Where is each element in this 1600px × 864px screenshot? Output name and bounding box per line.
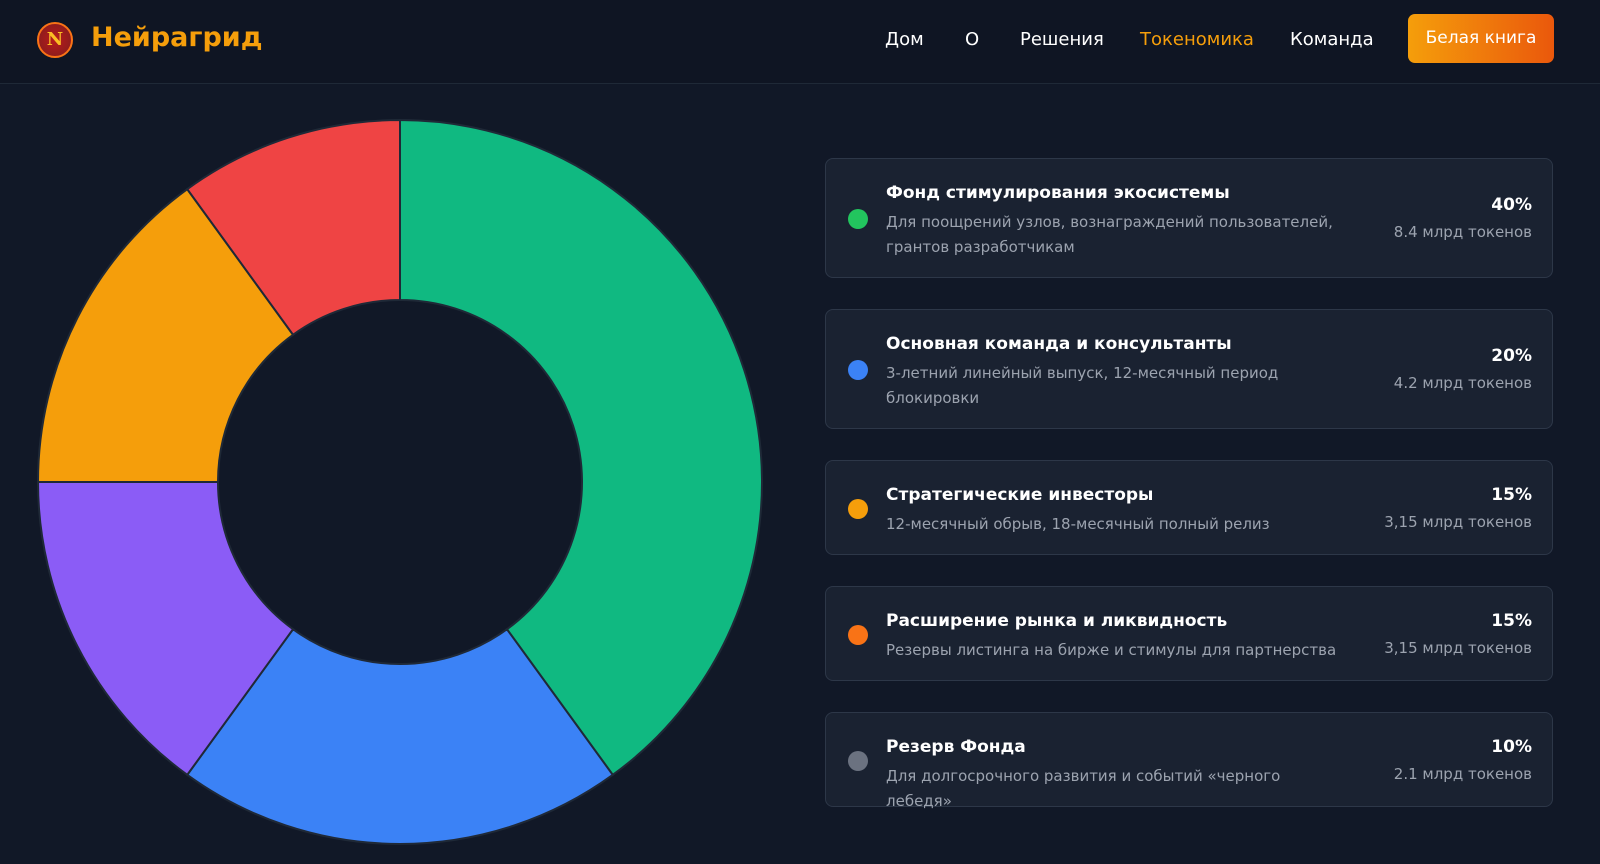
card-title: Фонд стимулирования экосистемы bbox=[886, 183, 1230, 203]
card-title: Резерв Фонда bbox=[886, 737, 1026, 757]
card-tokens: 3,15 млрд токенов bbox=[1384, 513, 1532, 531]
allocation-card: Резерв Фонда Для долгосрочного развития и… bbox=[825, 712, 1553, 810]
card-description: 12-месячный обрыв, 18-месячный полный ре… bbox=[886, 515, 1270, 533]
legend-dot bbox=[848, 624, 868, 645]
donut-segment bbox=[36, 187, 295, 483]
donut-segment bbox=[185, 118, 401, 337]
nav-link[interactable]: Токеномика bbox=[1140, 29, 1254, 50]
legend-dot bbox=[848, 750, 868, 771]
card-tokens: 4.2 млрд токенов bbox=[1393, 374, 1532, 392]
card-description: Для долгосрочного развития и событий «че… bbox=[886, 767, 1281, 810]
donut-segment bbox=[185, 627, 615, 845]
card-title: Стратегические инвесторы bbox=[886, 485, 1154, 505]
allocation-card: Фонд стимулирования экосистемы Для поощре… bbox=[825, 158, 1553, 278]
allocation-card: Основная команда и консультанты 3-летний … bbox=[825, 309, 1553, 429]
whitepaper-button[interactable]: Белая книга bbox=[1408, 14, 1554, 63]
donut-chart bbox=[36, 118, 763, 845]
card-percent: 15% bbox=[1491, 485, 1532, 505]
brand[interactable]: Нейрагрид bbox=[91, 22, 263, 53]
card-description: 3-летний линейный выпуск, 12-месячный пе… bbox=[886, 364, 1279, 407]
nav-link[interactable]: Команда bbox=[1290, 29, 1374, 50]
card-title: Основная команда и консультанты bbox=[886, 334, 1232, 354]
card-tokens: 3,15 млрд токенов bbox=[1384, 639, 1532, 657]
card-description: Для поощрений узлов, вознаграждений поль… bbox=[886, 213, 1333, 256]
card-tokens: 8.4 млрд токенов bbox=[1393, 223, 1532, 241]
allocation-card: Расширение рынка и ликвидность Резервы ли… bbox=[825, 586, 1553, 681]
allocation-card: Стратегические инвесторы 12-месячный обры… bbox=[825, 460, 1553, 555]
legend-dot bbox=[848, 209, 868, 229]
card-percent: 20% bbox=[1491, 346, 1532, 366]
header: N Нейрагрид Белая книга Дом О Решения Токен… bbox=[0, 0, 1600, 84]
card-tokens: 2.1 млрд токенов bbox=[1393, 765, 1532, 783]
nav-link[interactable]: О bbox=[965, 29, 980, 50]
donut-segment bbox=[399, 118, 763, 777]
card-percent: 40% bbox=[1491, 195, 1532, 215]
nav-link[interactable]: Решения bbox=[1020, 29, 1104, 50]
donut-segment bbox=[36, 481, 295, 777]
nav-link[interactable]: Дом bbox=[885, 29, 924, 50]
legend-dot bbox=[848, 498, 868, 519]
legend-dot bbox=[848, 360, 868, 380]
card-percent: 10% bbox=[1491, 737, 1532, 757]
card-description: Резервы листинга на бирже и стимулы для … bbox=[886, 641, 1337, 659]
card-title: Расширение рынка и ликвидность bbox=[886, 611, 1228, 631]
logo[interactable]: N bbox=[37, 22, 73, 58]
card-percent: 15% bbox=[1491, 611, 1532, 631]
